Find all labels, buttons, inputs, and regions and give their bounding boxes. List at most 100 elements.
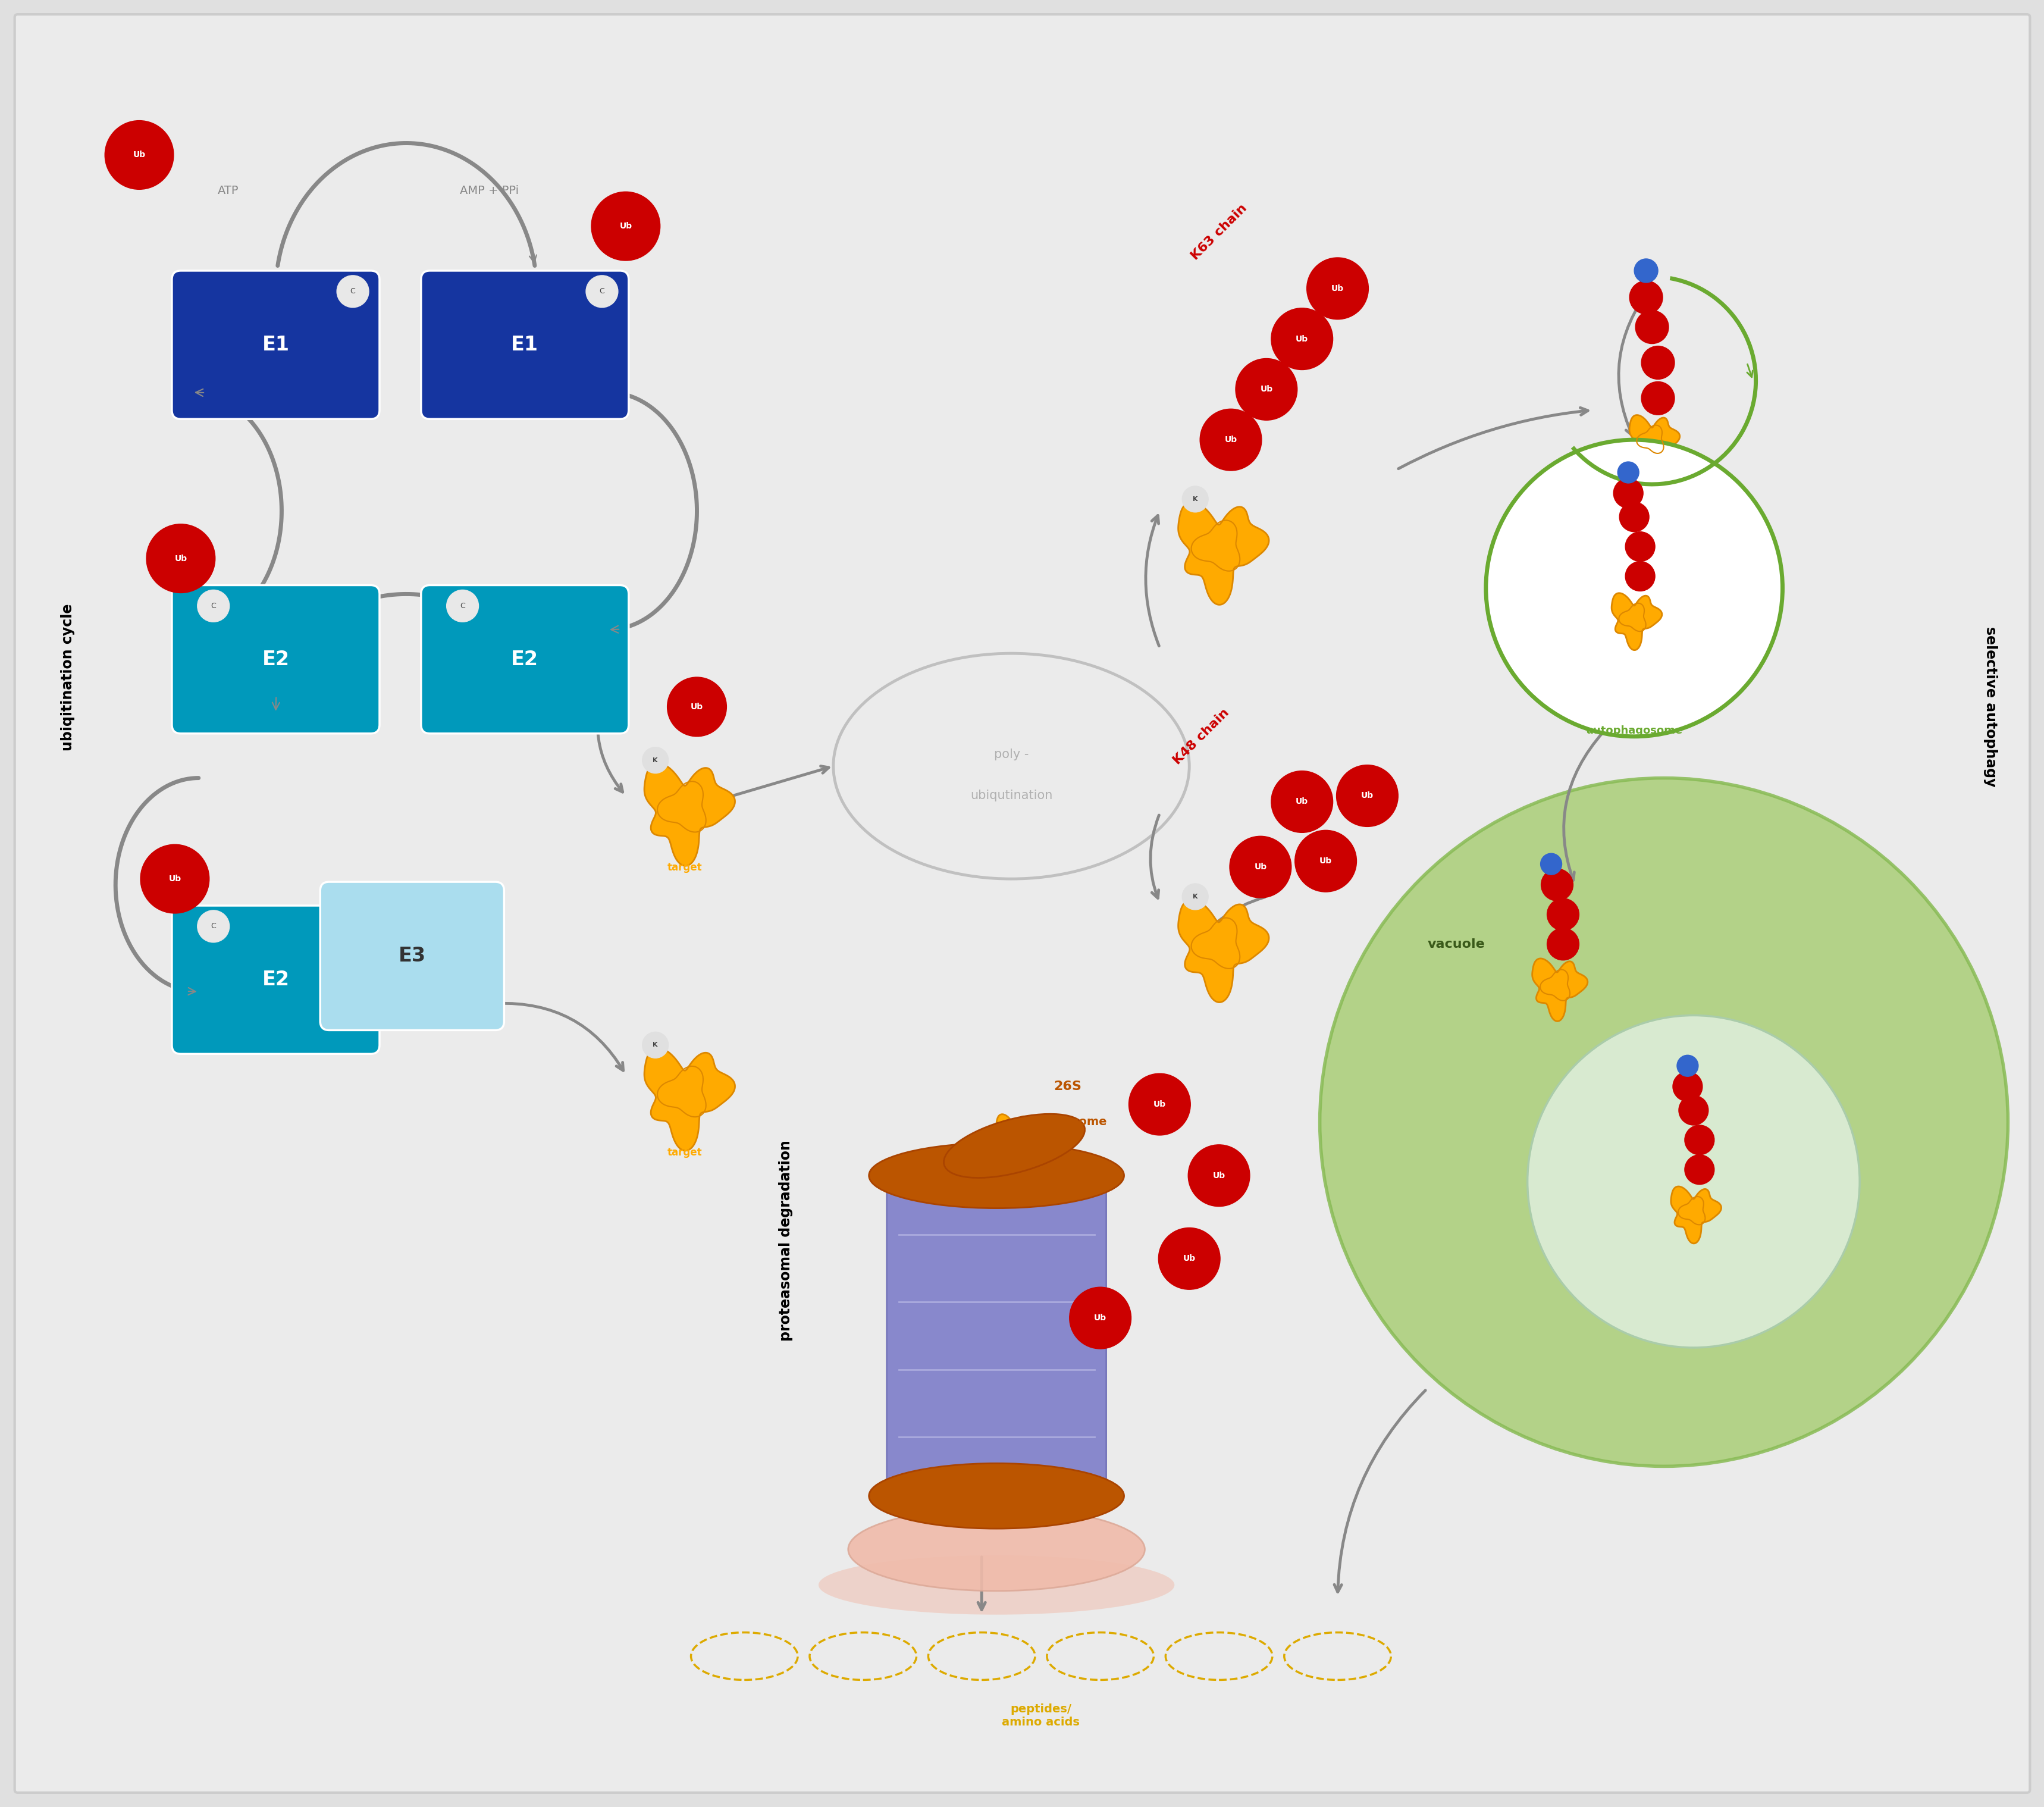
Text: Ub: Ub — [1224, 435, 1237, 445]
Circle shape — [1159, 1227, 1220, 1290]
Ellipse shape — [818, 1556, 1173, 1615]
Circle shape — [1188, 1144, 1249, 1207]
Text: target: target — [668, 1147, 703, 1158]
Text: Ub: Ub — [1361, 791, 1374, 801]
Circle shape — [1625, 562, 1654, 591]
Text: Ub: Ub — [1259, 385, 1271, 394]
Circle shape — [1271, 307, 1333, 370]
Text: Ub: Ub — [691, 703, 703, 710]
Text: E1: E1 — [262, 334, 290, 354]
Circle shape — [104, 121, 174, 190]
Text: Ub: Ub — [1331, 284, 1343, 293]
Text: Ub: Ub — [1212, 1171, 1224, 1180]
Polygon shape — [1177, 502, 1269, 605]
Circle shape — [1633, 258, 1658, 282]
Text: K: K — [1192, 894, 1198, 900]
Text: Ub: Ub — [1253, 864, 1267, 871]
Polygon shape — [995, 1115, 1036, 1160]
Text: E3: E3 — [399, 947, 425, 965]
Text: ubiqitination cycle: ubiqitination cycle — [61, 604, 76, 750]
Circle shape — [1547, 898, 1578, 931]
Text: Ub: Ub — [1296, 797, 1308, 806]
Text: C: C — [599, 287, 605, 295]
Circle shape — [198, 589, 229, 622]
Text: E2: E2 — [262, 649, 290, 669]
Text: E1: E1 — [511, 334, 538, 354]
Text: K63 chain: K63 chain — [1188, 202, 1249, 262]
Circle shape — [1678, 1095, 1709, 1126]
Circle shape — [1613, 479, 1643, 508]
Text: C: C — [350, 287, 356, 295]
Text: poly -: poly - — [993, 748, 1028, 761]
Text: Ub: Ub — [1094, 1314, 1106, 1323]
Text: Ub: Ub — [1296, 334, 1308, 343]
Text: K: K — [1192, 497, 1198, 502]
Circle shape — [591, 192, 660, 260]
Circle shape — [642, 1032, 668, 1059]
Circle shape — [1069, 1287, 1130, 1348]
Circle shape — [147, 524, 215, 593]
Circle shape — [1547, 929, 1578, 960]
Circle shape — [1228, 837, 1292, 898]
Circle shape — [1539, 853, 1562, 875]
Text: K: K — [652, 1043, 658, 1048]
Circle shape — [1181, 884, 1208, 909]
Circle shape — [1320, 779, 2007, 1465]
Circle shape — [1629, 280, 1662, 314]
Ellipse shape — [869, 1464, 1124, 1529]
Polygon shape — [1531, 958, 1588, 1021]
Text: K: K — [652, 757, 658, 763]
Text: C: C — [211, 923, 217, 931]
Text: C: C — [460, 602, 466, 609]
Text: selective autophagy: selective autophagy — [1983, 627, 1997, 788]
Circle shape — [1641, 381, 1674, 416]
Polygon shape — [644, 1048, 734, 1151]
Text: Ub: Ub — [1183, 1254, 1196, 1263]
FancyBboxPatch shape — [421, 585, 628, 734]
Circle shape — [1684, 1126, 1713, 1155]
Text: E2: E2 — [262, 970, 290, 990]
Text: ubiqutination: ubiqutination — [971, 790, 1053, 802]
Ellipse shape — [944, 1113, 1085, 1178]
Circle shape — [1181, 486, 1208, 511]
Circle shape — [1294, 829, 1357, 893]
Text: proteasomal degradation: proteasomal degradation — [779, 1140, 793, 1341]
FancyBboxPatch shape — [421, 271, 628, 419]
Circle shape — [1306, 258, 1367, 320]
Circle shape — [1619, 502, 1650, 531]
Circle shape — [1617, 463, 1639, 482]
Circle shape — [1676, 1055, 1699, 1077]
Circle shape — [1541, 869, 1572, 902]
Ellipse shape — [848, 1507, 1145, 1590]
Circle shape — [1672, 1072, 1703, 1102]
Text: peptides/
amino acids: peptides/ amino acids — [1002, 1704, 1079, 1727]
Text: Ub: Ub — [1153, 1100, 1165, 1108]
Text: vacuole: vacuole — [1427, 938, 1484, 950]
Text: C: C — [211, 602, 217, 609]
Text: AMP + PPi: AMP + PPi — [460, 184, 519, 197]
Text: 26S: 26S — [1053, 1081, 1081, 1093]
FancyBboxPatch shape — [172, 271, 380, 419]
Circle shape — [198, 911, 229, 943]
Polygon shape — [1629, 416, 1680, 472]
Polygon shape — [644, 763, 734, 866]
Text: Ub: Ub — [174, 555, 186, 562]
FancyBboxPatch shape — [321, 882, 505, 1030]
Circle shape — [1641, 345, 1674, 379]
Circle shape — [1625, 531, 1654, 562]
Circle shape — [1235, 358, 1296, 421]
Polygon shape — [1177, 900, 1269, 1003]
Text: proteasome: proteasome — [1028, 1117, 1106, 1128]
FancyBboxPatch shape — [14, 14, 2030, 1793]
Circle shape — [666, 678, 726, 737]
Text: Ub: Ub — [133, 150, 145, 159]
Text: E2: E2 — [511, 649, 538, 669]
Text: K48 chain: K48 chain — [1171, 707, 1230, 766]
Circle shape — [587, 275, 617, 307]
Circle shape — [446, 589, 478, 622]
FancyBboxPatch shape — [172, 585, 380, 734]
Circle shape — [1128, 1073, 1190, 1135]
Ellipse shape — [869, 1142, 1124, 1209]
Circle shape — [1486, 439, 1782, 737]
Text: Ub: Ub — [168, 875, 182, 884]
